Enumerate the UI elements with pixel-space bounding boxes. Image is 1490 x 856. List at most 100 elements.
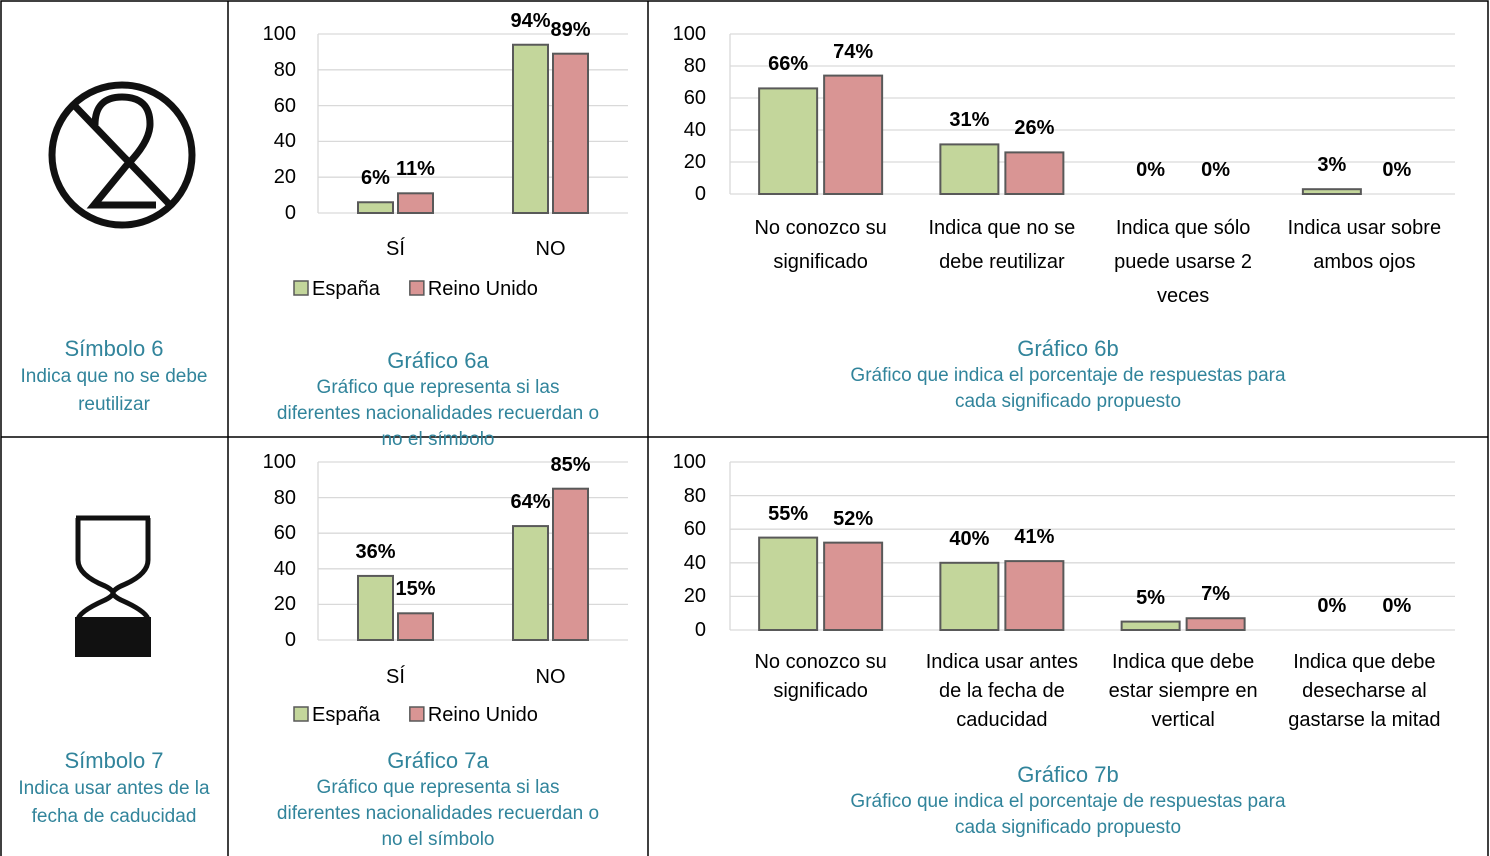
bar <box>397 192 434 214</box>
chart-subtitle: Gráfico que representa si las diferentes… <box>276 377 600 450</box>
value-label: 31% <box>949 109 990 132</box>
symbol-description: Indica que no se debe reutilizar <box>20 366 208 415</box>
y-tick-label: 60 <box>683 518 706 541</box>
value-label: 55% <box>768 502 809 525</box>
legend-label: España <box>312 704 380 726</box>
chart-title: Gráfico 7b <box>1017 762 1119 787</box>
chart-caption: Gráfico 7b Gráfico que indica el porcenta… <box>848 761 1288 841</box>
legend-swatch <box>409 706 425 722</box>
bar <box>552 487 589 642</box>
chart-title: Gráfico 6b <box>1017 336 1119 361</box>
y-tick-label: 40 <box>683 551 706 574</box>
bar <box>552 52 589 214</box>
symbol-title: Símbolo 6 <box>64 336 164 361</box>
bar <box>397 612 434 641</box>
value-label: 0% <box>1382 595 1412 617</box>
value-label: 6% <box>361 167 390 190</box>
y-tick-label: 40 <box>683 119 706 141</box>
y-tick-label: 80 <box>273 486 296 509</box>
chart-title: Gráfico 6a <box>387 348 489 373</box>
chart-caption: Gráfico 7a Gráfico que representa si las … <box>273 747 603 853</box>
legend-label: Reino Unido <box>427 278 538 300</box>
bar <box>939 561 1000 631</box>
legend-swatch <box>293 280 309 296</box>
y-tick-label: 20 <box>683 585 706 608</box>
y-tick-label: 0 <box>284 629 296 651</box>
x-tick-label: No conozco su significado <box>754 651 887 702</box>
y-tick-label: 100 <box>672 23 706 45</box>
y-tick-label: 100 <box>262 451 296 473</box>
x-tick-label: No conozco su significado <box>754 217 887 273</box>
x-tick-label: NO <box>535 238 566 260</box>
value-label: 11% <box>396 158 435 181</box>
bar <box>1185 617 1246 631</box>
bar <box>1004 151 1065 195</box>
bar <box>758 87 819 195</box>
legend-swatch <box>409 280 425 296</box>
value-label: 0% <box>1317 595 1347 617</box>
bar <box>512 525 549 642</box>
chart-caption: Gráfico 6b Gráfico que indica el porcenta… <box>848 335 1288 415</box>
bar <box>512 43 549 214</box>
chart-subtitle: Gráfico que representa si las diferentes… <box>276 777 600 850</box>
y-tick-label: 60 <box>273 522 296 545</box>
bar <box>357 574 394 641</box>
y-tick-label: 20 <box>273 593 296 616</box>
y-tick-label: 100 <box>672 451 706 473</box>
bar <box>939 143 1000 195</box>
chart-title: Gráfico 7a <box>387 748 489 773</box>
y-tick-label: 60 <box>683 87 706 109</box>
value-label: 66% <box>768 53 809 76</box>
value-label: 41% <box>1014 526 1055 549</box>
y-tick-label: 40 <box>273 557 296 580</box>
value-label: 0% <box>1201 159 1231 181</box>
y-tick-label: 0 <box>694 619 706 641</box>
symbol-6-icon <box>48 81 196 229</box>
x-tick-label: SÍ <box>386 666 405 688</box>
x-tick-label: Indica que no se debe reutilizar <box>928 217 1076 273</box>
y-tick-label: 20 <box>273 166 296 189</box>
y-tick-label: 40 <box>273 130 296 153</box>
value-label: 7% <box>1201 583 1231 606</box>
x-tick-label: Indica que debe estar siempre en vertica… <box>1108 651 1258 731</box>
value-label: 85% <box>550 453 591 476</box>
chart-subtitle: Gráfico que indica el porcentaje de resp… <box>850 365 1286 412</box>
value-label: 5% <box>1136 586 1166 609</box>
y-tick-label: 80 <box>273 58 296 81</box>
chart-caption: Gráfico 6a Gráfico que representa si las … <box>273 347 603 453</box>
bar <box>1004 560 1065 631</box>
legend-label: España <box>312 278 380 300</box>
bar <box>1120 620 1181 631</box>
value-label: 52% <box>833 507 874 530</box>
x-tick-label: Indica usar antes de la fecha de caducid… <box>925 651 1079 731</box>
bar <box>823 541 884 632</box>
chart-subtitle: Gráfico que indica el porcentaje de resp… <box>850 791 1286 838</box>
value-label: 89% <box>550 18 591 41</box>
y-tick-label: 0 <box>284 202 296 224</box>
bar <box>823 74 884 195</box>
bar <box>758 536 819 631</box>
x-tick-label: Indica que sólo puede usarse 2 veces <box>1114 217 1253 307</box>
y-tick-label: 80 <box>683 55 706 77</box>
legend-swatch <box>293 706 309 722</box>
y-tick-label: 20 <box>683 151 706 173</box>
y-tick-label: 80 <box>683 484 706 507</box>
symbol-description: Indica usar antes de la fecha de caducid… <box>18 778 210 827</box>
value-label: 74% <box>833 40 874 63</box>
y-tick-label: 0 <box>694 183 706 205</box>
value-label: 94% <box>510 9 551 32</box>
value-label: 64% <box>510 491 551 514</box>
bar <box>357 201 394 214</box>
value-label: 26% <box>1014 117 1055 140</box>
y-tick-label: 100 <box>262 23 296 45</box>
x-tick-label: SÍ <box>386 238 405 260</box>
bar <box>1301 188 1362 195</box>
y-tick-label: 60 <box>273 94 296 117</box>
symbol-title: Símbolo 7 <box>64 748 164 773</box>
value-label: 40% <box>949 527 990 550</box>
value-label: 15% <box>395 578 436 601</box>
symbol-caption: Símbolo 7 Indica usar antes de la fecha d… <box>14 747 214 831</box>
